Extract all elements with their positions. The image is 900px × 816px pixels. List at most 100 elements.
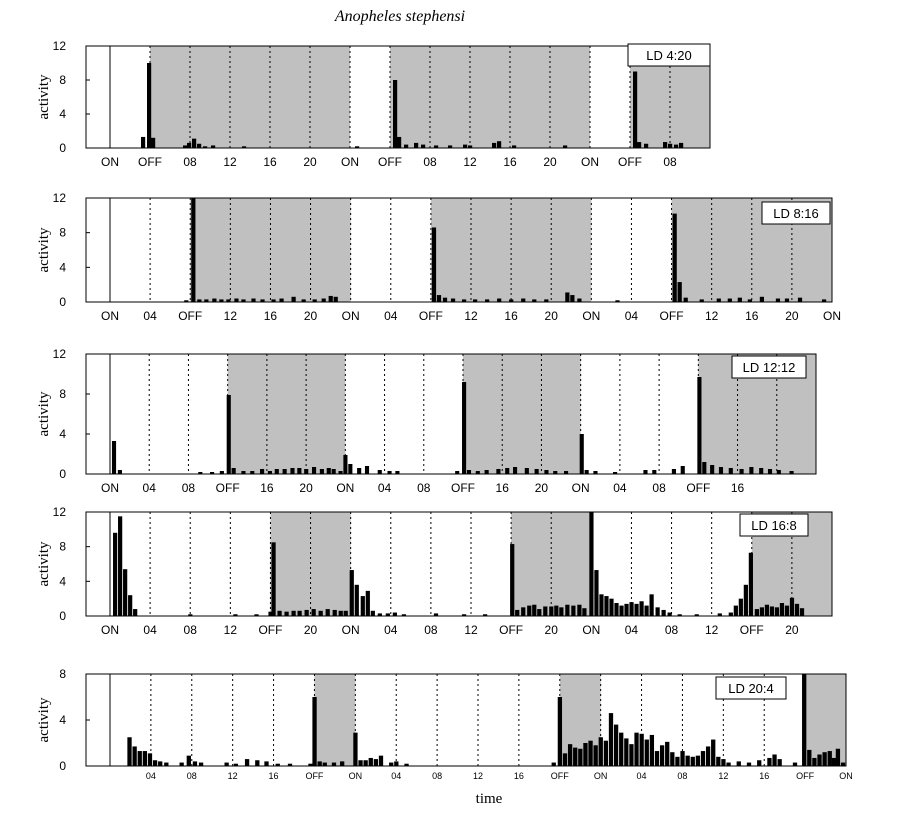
activity-bar — [224, 762, 229, 766]
activity-bar — [264, 761, 269, 766]
activity-bar — [468, 145, 473, 148]
x-tick-label: ON — [349, 771, 363, 781]
activity-bar — [644, 605, 649, 616]
activity-bar — [442, 297, 448, 302]
ld-label: LD 8:16 — [773, 206, 819, 221]
activity-bar — [462, 382, 467, 474]
activity-bar — [363, 760, 368, 766]
panel-1: 0 4 8 12 activity ON OFF 08 12 16 20 ON OFF 08 12 16 20 O… — [36, 39, 711, 169]
activity-bar — [497, 298, 502, 302]
activity-bar — [754, 609, 759, 616]
x-tick-label: 08 — [665, 623, 679, 637]
activity-bar — [331, 762, 337, 766]
activity-bar — [164, 762, 169, 766]
x-tick-label: ON — [101, 309, 119, 323]
activity-bar — [603, 740, 609, 766]
activity-bar — [784, 605, 790, 616]
activity-bar — [291, 610, 296, 616]
activity-bar — [802, 674, 807, 766]
activity-bar — [137, 751, 142, 766]
activity-bar — [582, 608, 587, 616]
activity-bar — [448, 145, 453, 148]
x-tick-label: ON — [101, 155, 119, 169]
activity-bar — [584, 470, 589, 474]
x-tick-label: 20 — [303, 155, 317, 169]
activity-bar — [567, 744, 573, 766]
activity-bar — [583, 743, 588, 766]
activity-bar — [711, 739, 716, 766]
activity-bar — [672, 213, 677, 302]
activity-bar — [333, 296, 338, 302]
activity-bar — [212, 298, 217, 302]
x-tick-label: 20 — [304, 309, 318, 323]
activity-bar — [659, 745, 665, 766]
x-tick-label: OFF — [378, 155, 402, 169]
x-tick-label: 20 — [304, 623, 318, 637]
activity-bar — [733, 605, 738, 616]
activity-bar — [117, 470, 122, 474]
activity-bar — [644, 143, 649, 148]
x-tick-label: 16 — [260, 481, 274, 495]
activity-bar — [661, 609, 666, 616]
activity-bar — [233, 614, 238, 616]
activity-bar — [608, 713, 614, 766]
activity-bar — [357, 468, 362, 474]
x-tick-label: 20 — [543, 155, 557, 169]
activity-bar — [759, 296, 765, 302]
activity-bar — [132, 746, 137, 766]
x-tick-label: 16 — [264, 309, 278, 323]
activity-bar — [570, 295, 575, 302]
y-tick-label: 8 — [59, 540, 66, 554]
x-tick-label: 04 — [143, 309, 157, 323]
y-tick-label: 12 — [53, 39, 67, 53]
activity-bar — [579, 434, 584, 474]
activity-bar — [434, 145, 439, 148]
activity-bar — [397, 136, 402, 148]
x-tick-label: 08 — [182, 481, 196, 495]
activity-bar — [683, 297, 688, 302]
activity-bar — [557, 697, 563, 766]
activity-bar — [127, 737, 132, 766]
activity-bar — [312, 697, 317, 766]
activity-bar — [431, 227, 437, 302]
activity-bar — [197, 143, 202, 148]
ld-label: LD 16:8 — [751, 518, 797, 533]
activity-bar — [219, 471, 224, 474]
activity-bar — [343, 455, 348, 474]
ld-label-box — [761, 201, 831, 225]
x-tick-label: 16 — [759, 771, 769, 781]
dark-phase — [150, 46, 350, 148]
activity-bar — [747, 299, 752, 302]
activity-bar — [515, 609, 520, 616]
activity-bar — [377, 470, 382, 474]
x-tick-label: 16 — [731, 481, 745, 495]
activity-bar — [142, 751, 148, 766]
activity-bar — [728, 612, 733, 616]
activity-bar — [297, 610, 302, 616]
activity-bar — [748, 552, 753, 616]
activity-bar — [123, 569, 128, 616]
activity-bar — [404, 763, 409, 766]
activity-bar — [677, 282, 682, 302]
x-tick-label: 16 — [263, 155, 277, 169]
activity-bar — [118, 516, 123, 616]
activity-bar — [251, 298, 256, 302]
activity-bar — [563, 145, 568, 148]
ld-label: LD 4:20 — [646, 48, 692, 63]
activity-bar — [821, 299, 827, 302]
activity-bar — [757, 760, 762, 766]
activity-bar — [326, 468, 331, 474]
x-tick-label: 08 — [184, 623, 198, 637]
activity-bar — [764, 604, 770, 616]
activity-bar — [767, 757, 772, 766]
y-tick-label: 0 — [59, 295, 66, 309]
activity-bar — [147, 753, 153, 766]
activity-bar — [211, 145, 216, 148]
activity-bar — [505, 468, 510, 474]
activity-bar — [311, 467, 317, 474]
activity-bar — [615, 300, 620, 302]
x-tick-label: 12 — [705, 309, 719, 323]
x-tick-label: 08 — [424, 623, 438, 637]
